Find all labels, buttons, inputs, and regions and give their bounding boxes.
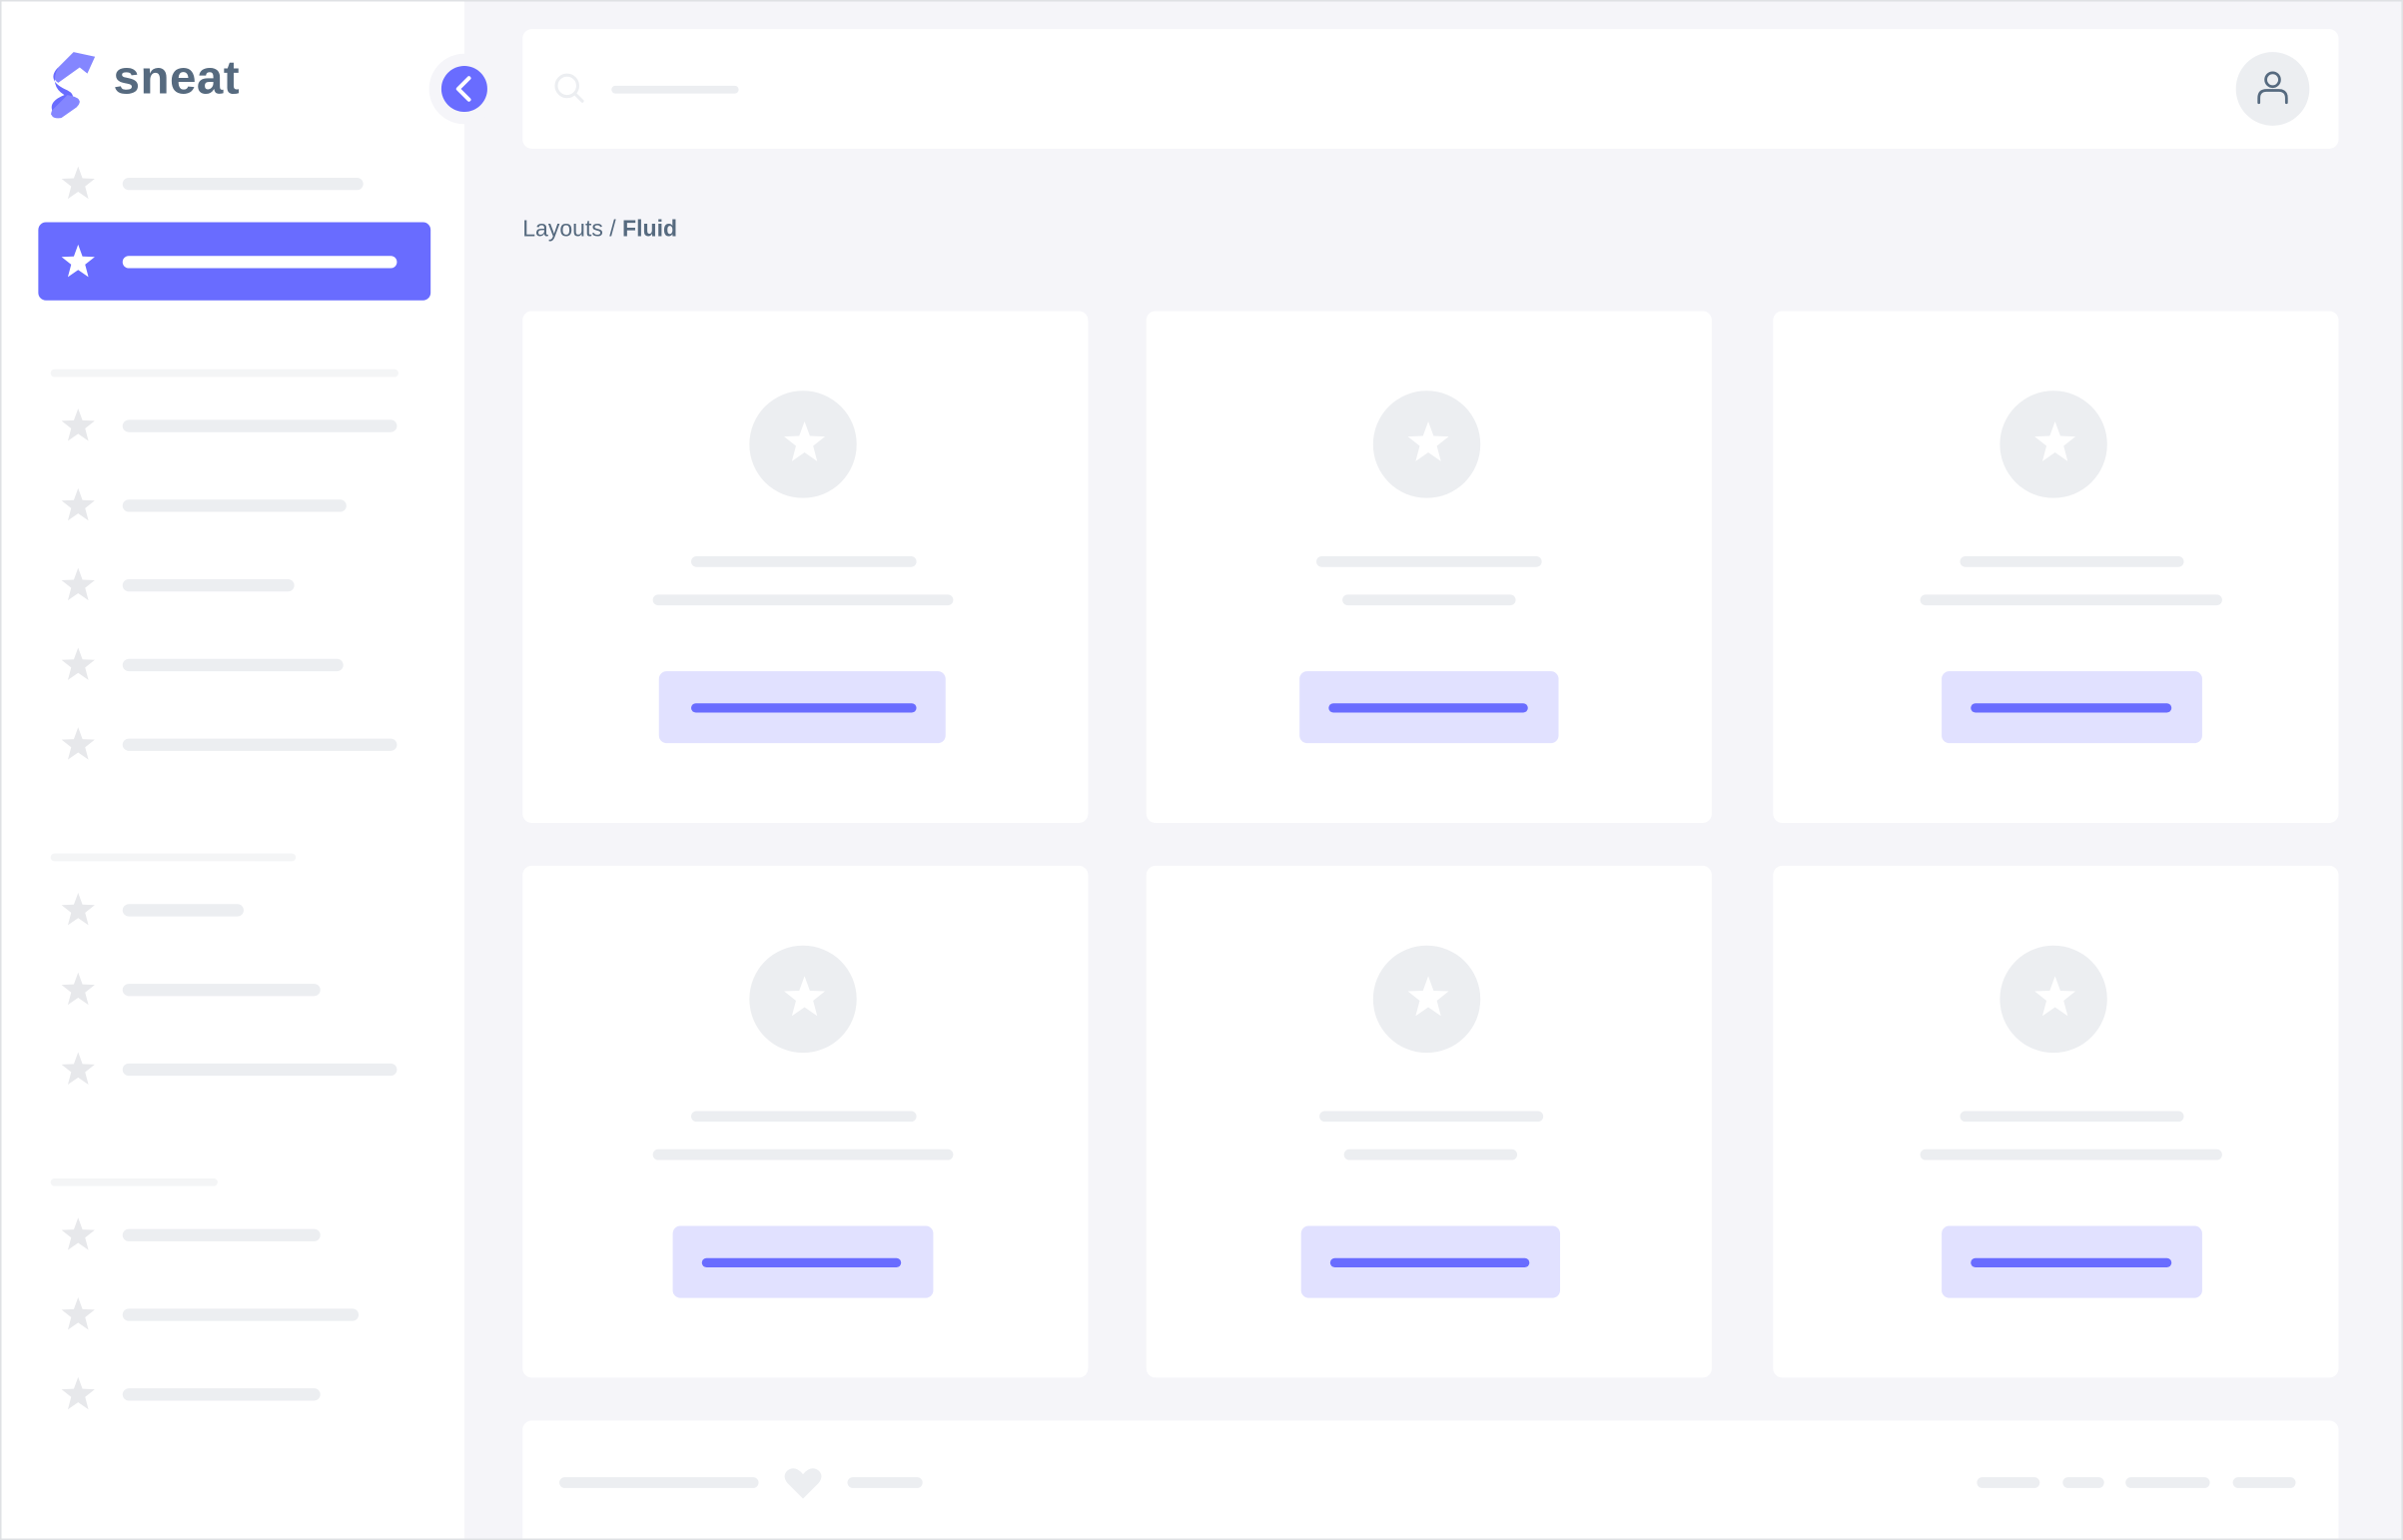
star-icon: [2030, 418, 2079, 475]
sidebar-collapse-button[interactable]: [440, 65, 487, 113]
card: [1146, 865, 1712, 1378]
sidebar-item[interactable]: [122, 1063, 398, 1077]
star-icon: [58, 406, 98, 446]
card-icon-circle: [2000, 390, 2107, 498]
search-icon[interactable]: [553, 72, 587, 106]
card-title: [691, 555, 917, 567]
star-icon: [58, 1050, 98, 1090]
footer-link[interactable]: [2125, 1477, 2210, 1488]
card: [1146, 311, 1712, 823]
card-button[interactable]: [1942, 1225, 2202, 1298]
star-icon: [1404, 418, 1453, 475]
card-button-label: [691, 703, 917, 713]
footer-link[interactable]: [2232, 1477, 2296, 1488]
sidebar: sneat: [1, 1, 464, 1539]
star-icon: [58, 164, 98, 204]
card-icon-circle: [2000, 945, 2107, 1054]
breadcrumb-parent[interactable]: Layouts: [522, 216, 603, 243]
card-button-label: [1329, 1257, 1530, 1267]
sidebar-item[interactable]: [122, 738, 398, 751]
star-icon: [58, 1215, 98, 1255]
star-icon: [58, 1374, 98, 1414]
card-title: [1960, 555, 2184, 567]
sidebar-item[interactable]: [122, 1308, 360, 1321]
sidebar-section-header: [50, 853, 297, 862]
card-text: [1920, 594, 2222, 606]
footer-text: [559, 1477, 759, 1488]
card: [1773, 865, 2339, 1378]
star-icon: [780, 973, 829, 1030]
card-button-label: [1971, 1257, 2172, 1267]
star-icon: [58, 645, 98, 685]
card-button-label: [1328, 703, 1528, 713]
star-icon: [1404, 973, 1453, 1030]
card-button[interactable]: [1299, 671, 1559, 744]
breadcrumb-current: Fluid: [622, 216, 678, 243]
card-button-label: [701, 1257, 902, 1267]
breadcrumb-separator: /: [602, 216, 623, 243]
card: [522, 865, 1089, 1378]
search-input[interactable]: [611, 85, 739, 94]
star-icon: [58, 565, 98, 605]
user-icon: [2257, 71, 2288, 105]
card-button-label: [1971, 703, 2172, 713]
star-icon: [58, 485, 98, 525]
breadcrumb: Layouts / Fluid: [522, 216, 677, 242]
card-title: [1316, 555, 1542, 567]
sidebar-item[interactable]: [122, 904, 244, 917]
logo-icon: [51, 52, 96, 119]
card-text: [652, 1149, 954, 1160]
brand-name: sneat: [113, 50, 241, 105]
card: [522, 311, 1089, 823]
sidebar-item[interactable]: [122, 1388, 321, 1401]
sidebar-item[interactable]: [122, 1228, 321, 1241]
card: [1773, 311, 2339, 823]
sidebar-item[interactable]: [122, 984, 321, 997]
card-button[interactable]: [672, 1225, 934, 1298]
sidebar-section-header: [50, 369, 399, 378]
star-icon: [58, 970, 98, 1010]
card-icon-circle: [1372, 390, 1481, 498]
sidebar-item[interactable]: [122, 658, 344, 672]
star-icon: [58, 890, 98, 930]
card-text: [1342, 594, 1516, 606]
footer-link[interactable]: [1977, 1477, 2040, 1488]
footer: [522, 1420, 2339, 1539]
card-button[interactable]: [1942, 671, 2202, 744]
chevron-left-icon: [455, 76, 471, 102]
sidebar-item[interactable]: [122, 177, 364, 191]
sidebar-item[interactable]: [122, 579, 295, 592]
user-avatar[interactable]: [2235, 52, 2310, 126]
star-icon: [58, 725, 98, 765]
star-icon: [780, 418, 829, 475]
card-button[interactable]: [1300, 1225, 1561, 1298]
footer-link[interactable]: [847, 1477, 923, 1488]
sidebar-item[interactable]: [122, 419, 398, 432]
card-icon-circle: [1372, 945, 1481, 1054]
card-text: [652, 594, 954, 606]
card-title: [691, 1111, 917, 1123]
card-text: [1343, 1149, 1518, 1160]
card-icon-circle: [749, 945, 857, 1054]
navbar: [522, 29, 2339, 149]
star-icon: [58, 1295, 98, 1335]
heart-icon: [784, 1468, 822, 1499]
star-icon: [2030, 973, 2079, 1030]
card-icon-circle: [749, 390, 857, 498]
sidebar-section-header: [50, 1177, 218, 1186]
footer-link[interactable]: [2062, 1477, 2104, 1488]
card-title: [1319, 1111, 1544, 1123]
sidebar-item[interactable]: [122, 499, 347, 512]
star-icon: [58, 242, 98, 282]
card-title: [1960, 1111, 2184, 1123]
card-button[interactable]: [658, 671, 946, 744]
sidebar-item[interactable]: [122, 256, 398, 269]
card-text: [1920, 1149, 2222, 1160]
